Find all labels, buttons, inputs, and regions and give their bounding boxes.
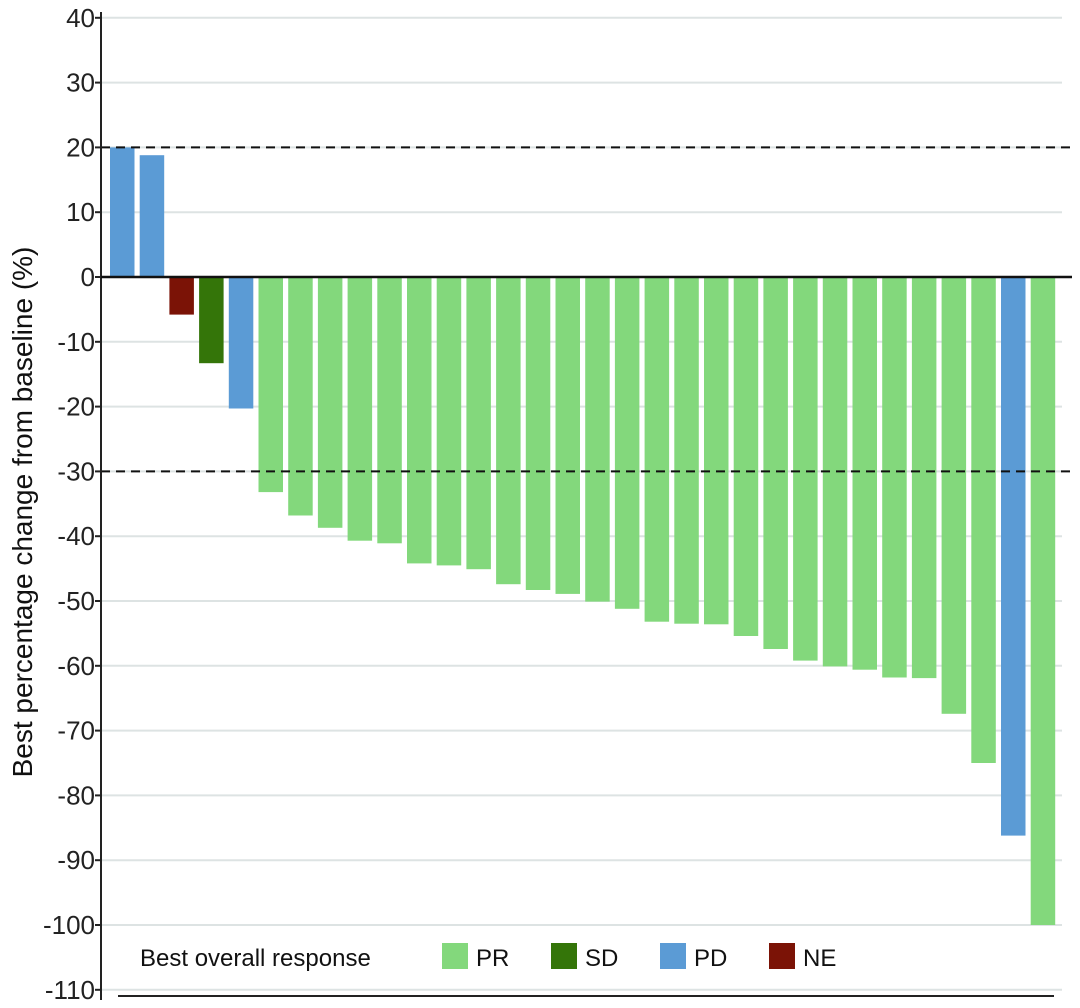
bar-pr — [555, 277, 580, 594]
bar-pr — [1030, 277, 1056, 925]
bar-ne — [169, 277, 194, 315]
y-tick-label: 10 — [66, 197, 95, 227]
bar-pd — [110, 147, 135, 277]
y-tick-label: -80 — [57, 780, 95, 810]
bar-pr — [525, 277, 551, 590]
bar-pr — [941, 277, 967, 714]
bar-pr — [436, 277, 462, 566]
y-tick-label: -70 — [57, 716, 95, 746]
y-tick-label: -10 — [57, 327, 95, 357]
y-tick-label: 30 — [66, 68, 95, 98]
bar-pr — [674, 277, 699, 624]
bar-pr — [317, 277, 343, 528]
bar-pr — [614, 277, 640, 609]
legend-label-ne: NE — [803, 945, 836, 972]
y-tick-label: -30 — [57, 456, 95, 486]
y-tick-label: -50 — [57, 586, 95, 616]
bar-pd — [1001, 277, 1026, 836]
y-tick-label: -40 — [57, 521, 95, 551]
bar-pr — [911, 277, 937, 679]
bars — [110, 147, 1056, 925]
legend-label-pd: PD — [694, 945, 727, 972]
bar-pd — [228, 277, 254, 409]
legend-title: Best overall response — [140, 945, 371, 972]
bar-pr — [644, 277, 670, 622]
y-tick-label: 0 — [81, 262, 95, 292]
legend: Best overall response PR SD PD NE — [130, 932, 850, 986]
bar-pr — [882, 277, 907, 678]
bar-pr — [288, 277, 313, 516]
y-tick-label: -90 — [57, 845, 95, 875]
legend-label-pr: PR — [476, 945, 509, 972]
bar-pr — [852, 277, 877, 670]
bar-pr — [466, 277, 491, 570]
legend-swatch-sd — [551, 943, 577, 969]
legend-swatch-pd — [660, 943, 686, 969]
bar-pr — [496, 277, 521, 585]
legend-background — [130, 932, 850, 986]
bar-pr — [407, 277, 432, 564]
bar-pr — [733, 277, 759, 636]
y-tick-label: -110 — [45, 975, 95, 1005]
reference-lines — [101, 146, 1072, 473]
bar-pr — [763, 277, 788, 649]
legend-swatch-ne — [769, 943, 795, 969]
y-tick-labels: 40 30 20 10 0 -10 -20 -30 -40 -50 -60 -70 -80 -90 -100… — [43, 3, 95, 1005]
y-tick-label: -20 — [57, 392, 95, 422]
bar-pr — [585, 277, 610, 602]
y-tick-label: -100 — [43, 910, 95, 940]
bar-pr — [793, 277, 818, 661]
y-tick-label: 40 — [66, 3, 95, 33]
bar-pd — [139, 155, 165, 277]
bar-pr — [258, 277, 283, 493]
legend-label-sd: SD — [585, 945, 618, 972]
bar-pr — [971, 277, 996, 763]
bar-pr — [347, 277, 373, 541]
bar-pr — [704, 277, 729, 625]
axes — [95, 12, 1072, 1000]
y-axis-title: Best percentage change from baseline (%) — [7, 247, 38, 778]
legend-swatch-pr — [442, 943, 468, 969]
y-tick-label: 20 — [66, 132, 95, 162]
bar-pr — [377, 277, 402, 544]
y-tick-label: -60 — [57, 651, 95, 681]
bar-sd — [199, 277, 224, 364]
